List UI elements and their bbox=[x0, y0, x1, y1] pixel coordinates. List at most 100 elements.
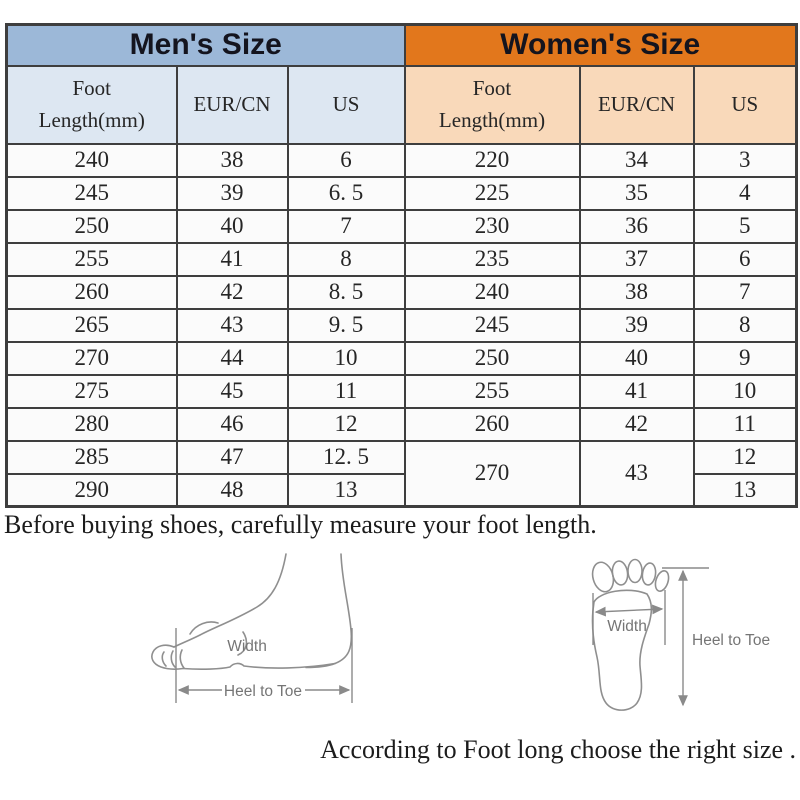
size-table-row: 275 45 11 255 41 10 bbox=[5, 373, 798, 409]
side-foot-toe-line-1 bbox=[161, 651, 167, 667]
men-us-cell: 12. 5 bbox=[286, 439, 406, 475]
side-foot-toe-line-2 bbox=[170, 650, 176, 668]
side-view-foot-diagram: Width Heel to Toe bbox=[151, 553, 353, 703]
women-size-header: Women's Size bbox=[403, 23, 798, 67]
men-eur-cn-cell: 45 bbox=[175, 373, 289, 409]
top-foot-toe-3 bbox=[627, 558, 643, 584]
men-eur-cn-cell: 44 bbox=[175, 340, 289, 376]
men-eur-cn-cell: 40 bbox=[175, 208, 289, 244]
men-us-column-header: US bbox=[286, 64, 406, 145]
men-us-cell: 8. 5 bbox=[286, 274, 406, 310]
men-eur-cn-cell: 48 bbox=[175, 472, 289, 508]
size-table-row: 280 46 12 260 42 11 bbox=[5, 406, 798, 442]
men-us-cell: 11 bbox=[286, 373, 406, 409]
men-eur-cn-cell: 46 bbox=[175, 406, 289, 442]
women-foot-length-cell: 240 bbox=[403, 274, 581, 310]
men-foot-length-cell: 265 bbox=[5, 307, 178, 343]
women-foot-length-cell-merged: 270 bbox=[403, 439, 581, 508]
table-subheader-row: Foot Length(mm) EUR/CN US Foot Length(mm… bbox=[5, 64, 798, 145]
size-table-row: 245 39 6. 5 225 35 4 bbox=[5, 175, 798, 211]
women-foot-length-cell: 225 bbox=[403, 175, 581, 211]
men-us-cell: 13 bbox=[286, 472, 406, 508]
women-foot-length-column-header: Foot Length(mm) bbox=[403, 64, 581, 145]
men-foot-length-cell: 240 bbox=[5, 142, 178, 178]
size-conversion-table: Men's Size Women's Size Foot Length(mm) … bbox=[5, 23, 799, 508]
men-eur-cn-cell: 42 bbox=[175, 274, 289, 310]
side-heel-to-toe-label: Heel to Toe bbox=[224, 683, 302, 700]
men-foot-length-cell: 285 bbox=[5, 439, 178, 475]
top-width-arrow bbox=[594, 604, 664, 617]
side-foot-instep-outline bbox=[173, 553, 287, 648]
women-eur-cn-column-header: EUR/CN bbox=[578, 64, 695, 145]
women-us-cell: 8 bbox=[692, 307, 798, 343]
side-foot-instep-curve bbox=[189, 621, 219, 635]
men-foot-length-cell: 255 bbox=[5, 241, 178, 277]
men-us-cell: 6. 5 bbox=[286, 175, 406, 211]
size-table-row: 265 43 9. 5 245 39 8 bbox=[5, 307, 798, 343]
women-us-cell: 7 bbox=[692, 274, 798, 310]
men-foot-length-cell: 280 bbox=[5, 406, 178, 442]
size-table-row: 260 42 8. 5 240 38 7 bbox=[5, 274, 798, 310]
men-eur-cn-cell: 47 bbox=[175, 439, 289, 475]
size-table-row: 270 44 10 250 40 9 bbox=[5, 340, 798, 376]
men-us-cell: 9. 5 bbox=[286, 307, 406, 343]
choose-note-text: According to Foot long choose the right … bbox=[320, 735, 796, 764]
women-us-column-header: US bbox=[692, 64, 798, 145]
men-eur-cn-cell: 39 bbox=[175, 175, 289, 211]
men-us-cell: 6 bbox=[286, 142, 406, 178]
top-width-label: Width bbox=[607, 618, 647, 635]
men-foot-length-column-header: Foot Length(mm) bbox=[5, 64, 178, 145]
size-table-row: 290 48 13 13 bbox=[5, 472, 798, 508]
men-eur-cn-column-header: EUR/CN bbox=[175, 64, 289, 145]
women-foot-length-cell: 220 bbox=[403, 142, 581, 178]
women-us-cell: 11 bbox=[692, 406, 798, 442]
men-foot-length-cell: 245 bbox=[5, 175, 178, 211]
men-foot-length-cell: 275 bbox=[5, 373, 178, 409]
women-us-cell: 6 bbox=[692, 241, 798, 277]
women-foot-length-cell: 260 bbox=[403, 406, 581, 442]
women-us-cell: 3 bbox=[692, 142, 798, 178]
men-us-cell: 12 bbox=[286, 406, 406, 442]
top-heel-to-toe-label: Heel to Toe bbox=[692, 632, 770, 649]
top-foot-sole-outline bbox=[591, 589, 653, 711]
women-eur-cn-cell: 39 bbox=[578, 307, 695, 343]
women-eur-cn-cell: 41 bbox=[578, 373, 695, 409]
table-title-row: Men's Size Women's Size bbox=[5, 23, 798, 67]
side-foot-toes-outline bbox=[151, 644, 184, 670]
men-foot-length-cell: 290 bbox=[5, 472, 178, 508]
women-foot-length-cell: 235 bbox=[403, 241, 581, 277]
men-eur-cn-cell: 38 bbox=[175, 142, 289, 178]
men-foot-length-cell: 250 bbox=[5, 208, 178, 244]
women-foot-length-cell: 230 bbox=[403, 208, 581, 244]
women-foot-length-cell: 245 bbox=[403, 307, 581, 343]
size-table-row: 285 47 12. 5 270 43 12 bbox=[5, 439, 798, 508]
women-us-cell: 13 bbox=[692, 472, 798, 508]
women-eur-cn-cell: 36 bbox=[578, 208, 695, 244]
women-us-cell: 10 bbox=[692, 373, 798, 409]
women-eur-cn-cell: 34 bbox=[578, 142, 695, 178]
women-eur-cn-cell: 40 bbox=[578, 340, 695, 376]
women-us-cell: 12 bbox=[692, 439, 798, 475]
women-eur-cn-cell-merged: 43 bbox=[578, 439, 695, 508]
size-table-row: 255 41 8 235 37 6 bbox=[5, 241, 798, 277]
side-foot-heel-outline bbox=[305, 553, 353, 669]
men-eur-cn-cell: 43 bbox=[175, 307, 289, 343]
men-eur-cn-cell: 41 bbox=[175, 241, 289, 277]
top-foot-toe-4 bbox=[641, 562, 657, 586]
men-us-cell: 8 bbox=[286, 241, 406, 277]
women-us-cell: 5 bbox=[692, 208, 798, 244]
women-eur-cn-cell: 42 bbox=[578, 406, 695, 442]
women-eur-cn-cell: 35 bbox=[578, 175, 695, 211]
top-foot-toe-5 bbox=[654, 570, 670, 592]
men-us-cell: 7 bbox=[286, 208, 406, 244]
women-eur-cn-cell: 38 bbox=[578, 274, 695, 310]
side-width-label: Width bbox=[227, 638, 267, 655]
women-foot-length-cell: 255 bbox=[403, 373, 581, 409]
side-foot-ball-curve bbox=[237, 631, 248, 656]
side-foot-sole-outline bbox=[182, 662, 336, 671]
side-foot-toe-line-3 bbox=[179, 649, 185, 669]
women-us-cell: 4 bbox=[692, 175, 798, 211]
women-us-cell: 9 bbox=[692, 340, 798, 376]
men-us-cell: 10 bbox=[286, 340, 406, 376]
women-foot-length-cell: 250 bbox=[403, 340, 581, 376]
